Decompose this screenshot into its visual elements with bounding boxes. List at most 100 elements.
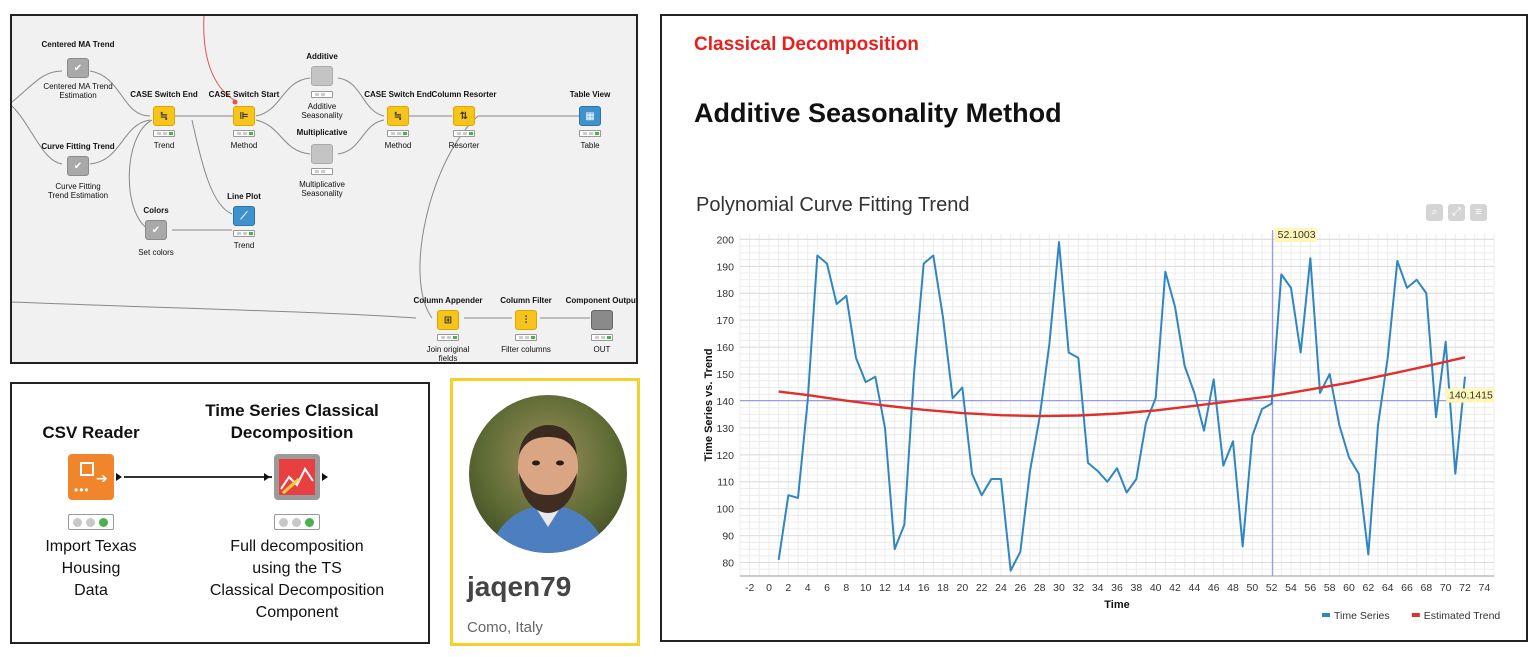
- y-tick-label: 190: [716, 261, 734, 273]
- appender-icon: ⊞: [437, 310, 459, 330]
- node-label-line: Seasonality: [301, 111, 343, 120]
- y-tick-label: 80: [722, 558, 734, 570]
- x-tick-label: 44: [1188, 582, 1200, 594]
- node-label-line: Curve Fitting: [55, 182, 101, 191]
- decomposition-title-line: Decomposition: [230, 423, 354, 442]
- x-tick-label: 36: [1111, 582, 1123, 594]
- node-label-line: Seasonality: [301, 189, 343, 198]
- x-tick-label: 56: [1304, 582, 1316, 594]
- page-heading: Additive Seasonality Method: [694, 98, 1062, 128]
- node-line-plot[interactable]: Line Plot ⟋ Trend: [224, 192, 264, 262]
- mini-workflow-panel: CSV Reader ••• ➔ Import Texas Housing Da…: [10, 382, 430, 644]
- node-multiplicative[interactable]: Multiplicative Multiplicative Seasonalit…: [297, 128, 348, 208]
- status-traffic-light: [591, 334, 613, 341]
- input-port-icon[interactable]: [264, 473, 270, 481]
- node-colors[interactable]: Colors ✔ Set colors: [136, 206, 176, 276]
- decomposition-title-line: Time Series Classical: [205, 401, 379, 420]
- csv-reader-title: CSV Reader: [42, 423, 140, 442]
- table-icon: ▦: [579, 106, 601, 126]
- node-title: Column Appender: [413, 296, 483, 305]
- y-tick-label: 170: [716, 315, 734, 327]
- node-column-resorter[interactable]: Column Resorter ⇅ Resorter: [432, 90, 497, 160]
- decomposition-component-icon[interactable]: [274, 454, 320, 500]
- y-axis-title: Time Series vs. Trend: [703, 349, 715, 462]
- y-tick-label: 180: [716, 288, 734, 300]
- spreadsheet-icon: [80, 462, 94, 476]
- x-tick-label: 4: [805, 582, 811, 594]
- y-tick-label: 110: [717, 477, 734, 489]
- output-port-icon[interactable]: [322, 473, 328, 481]
- x-tick-label: 50: [1246, 582, 1258, 594]
- metanode-icon: [311, 144, 333, 164]
- status-traffic-light: [274, 514, 320, 530]
- workflow-canvas[interactable]: Centered MA Trend ✔ Centered MA Trend Es…: [10, 14, 638, 364]
- x-tick-label: 0: [766, 582, 772, 594]
- x-tick-label: 2: [785, 582, 791, 594]
- csv-reader-icon[interactable]: ••• ➔: [68, 454, 114, 500]
- node-title: Line Plot: [227, 192, 261, 201]
- metanode-icon: ✔: [67, 58, 89, 78]
- node-title: Table View: [569, 90, 611, 99]
- node-centered-ma-trend[interactable]: Centered MA Trend ✔ Centered MA Trend Es…: [41, 40, 114, 110]
- x-tick-label: 10: [860, 582, 872, 594]
- node-title: Curve Fitting Trend: [41, 142, 115, 151]
- csv-reader-label-line: Import Texas: [45, 538, 137, 555]
- x-tick-label: 70: [1440, 582, 1452, 594]
- csv-reader-label-line: Housing: [61, 560, 121, 577]
- x-tick-label: 16: [918, 582, 930, 594]
- x-tick-label: 54: [1285, 582, 1297, 594]
- node-label-line: Join original: [426, 345, 470, 354]
- x-tick-label: 28: [1034, 582, 1046, 594]
- decomposition-label-line: using the TS: [252, 560, 342, 577]
- node-title: Centered MA Trend: [41, 40, 115, 49]
- status-traffic-light: [311, 91, 333, 98]
- switch-end-icon: ≒: [153, 106, 175, 126]
- fullscreen-icon[interactable]: ⤢: [1448, 204, 1465, 221]
- menu-icon[interactable]: ≡: [1470, 204, 1487, 221]
- node-title: Component Output: [565, 296, 638, 305]
- node-case-switch-end-method[interactable]: CASE Switch End ≒ Method: [364, 90, 432, 160]
- decomposition-label-line: Component: [255, 604, 339, 621]
- avatar[interactable]: [469, 395, 627, 553]
- node-label-line: Resorter: [448, 141, 480, 150]
- node-additive[interactable]: Additive Additive Seasonality: [301, 52, 343, 122]
- username[interactable]: jaqen79: [467, 571, 572, 602]
- metanode-icon: [311, 66, 333, 86]
- node-component-output[interactable]: Component Output OUT: [566, 296, 636, 362]
- node-curve-fitting-trend[interactable]: Curve Fitting Trend ✔ Curve Fitting Tren…: [41, 142, 114, 212]
- node-column-filter[interactable]: Column Filter ⫶ Filter columns: [500, 296, 552, 362]
- x-tick-label: -2: [745, 582, 754, 594]
- legend-swatch: [1322, 613, 1330, 617]
- x-tick-label: 26: [1014, 582, 1026, 594]
- node-case-switch-end-trend[interactable]: CASE Switch End ≒ Trend: [130, 90, 198, 160]
- y-tick-label: 160: [716, 342, 734, 354]
- time-series-line: [777, 241, 1466, 572]
- node-table-view[interactable]: Table View ▦ Table: [569, 90, 611, 160]
- line-chart[interactable]: 80 90 100 110 120 130 140 150 160 170 180 190 200 -2 0…: [662, 16, 1526, 640]
- node-column-appender[interactable]: Column Appender ⊞ Join original fields: [413, 296, 482, 363]
- y-tick-label: 200: [716, 234, 734, 246]
- legend-swatch: [1411, 613, 1420, 617]
- node-label-line: Trend Estimation: [47, 191, 109, 200]
- x-tick-label: 24: [995, 582, 1007, 594]
- chart-legend[interactable]: Time Series Estimated Trend: [1322, 610, 1500, 622]
- y-crosshair-label: 140.1415: [1449, 390, 1493, 402]
- node-label-line: fields: [438, 354, 458, 363]
- filter-icon: ⫶: [515, 310, 537, 330]
- node-label-line: Centered MA Trend: [43, 82, 113, 91]
- node-label-line: Filter columns: [501, 345, 551, 354]
- x-tick-label: 30: [1053, 582, 1065, 594]
- zoom-icon[interactable]: ⌕: [1426, 204, 1443, 221]
- status-traffic-light: [579, 130, 601, 137]
- y-tick-label: 130: [716, 423, 734, 435]
- legend-entry: Time Series: [1334, 610, 1390, 622]
- metanode-icon: ✔: [67, 156, 89, 176]
- node-label-line: Trend: [233, 241, 255, 250]
- output-port-icon[interactable]: [116, 473, 122, 481]
- node-label-line: OUT: [593, 345, 611, 354]
- node-case-switch-start[interactable]: CASE Switch Start ⊫ Method: [209, 90, 280, 160]
- node-title: CASE Switch Start: [208, 90, 280, 99]
- resorter-icon: ⇅: [453, 106, 475, 126]
- status-traffic-light: [437, 334, 459, 341]
- x-tick-label: 72: [1459, 582, 1471, 594]
